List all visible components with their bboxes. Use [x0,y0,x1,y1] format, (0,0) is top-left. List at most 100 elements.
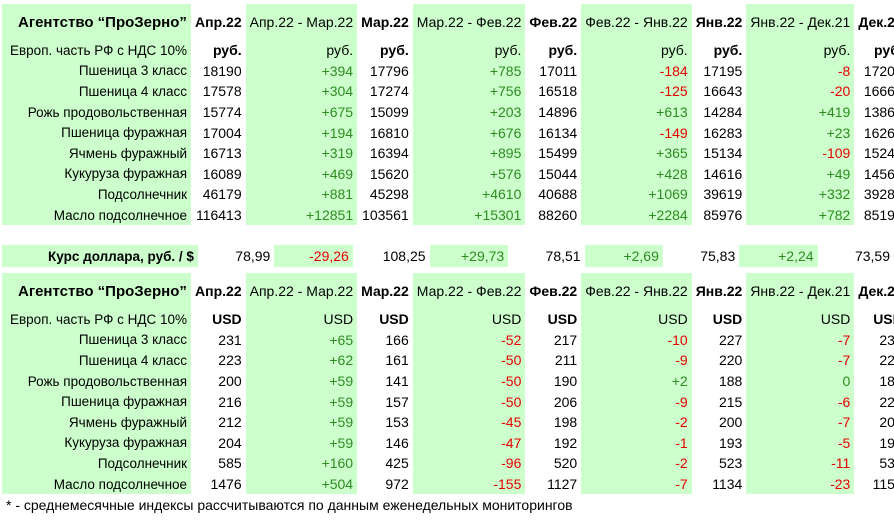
usd-unit-cell: USD [547,311,578,328]
exchange-rate-change-cell: -29,26 [274,245,353,267]
rub-table-row: Рожь продовольственная 15774 +675 15099 +203… [2,101,894,123]
exchange-rate-value-cell: 78,51 [545,248,581,264]
rub-change-cell: -8 [746,60,855,82]
usd-period-header: Янв.22 [695,282,743,299]
rub-change-cell: +319 [245,142,358,164]
usd-price-cell: 972 [385,476,409,493]
usd-price-cell: 153 [385,414,409,431]
usd-price-cell: 193 [718,434,743,451]
rub-price-cell: 15099 [369,104,409,121]
rub-change-cell: -20 [746,81,855,102]
usd-period-header: Фев.22 - Янв.22 [581,273,692,309]
usd-change-cell: +59 [245,411,358,433]
usd-change-cell: +59 [245,391,358,412]
usd-price-cell: 234 [879,331,894,348]
usd-change-cell: -45 [412,411,526,433]
usd-row-label: Пшеница фуражная [2,391,192,412]
rub-price-cell: 16662 [863,83,894,100]
usd-price-cell: 190 [553,373,578,390]
usd-price-cell: 204 [218,434,242,451]
rub-row-label: Пшеница 4 класс [2,81,192,102]
usd-change-cell: -7 [746,411,855,433]
usd-change-cell: +504 [245,473,358,495]
usd-price-cell: 534 [879,455,894,472]
usd-price-cell: 146 [385,434,409,451]
rub-change-cell: +2284 [581,204,692,226]
usd-change-cell: -5 [746,432,855,454]
usd-change-cell: -50 [412,370,526,392]
usd-agency-title: Агентство “ПроЗерно” [2,273,192,309]
exchange-rate-value-cell: 78,99 [235,248,271,264]
rub-price-cell: 15134 [703,145,743,162]
usd-price-cell: 1476 [210,476,242,493]
exchange-rate-change-cell: +2,69 [584,245,663,267]
usd-price-cell: 523 [718,455,743,472]
usd-table-row: Рожь продовольственная 200 +59 141 -50 190 +2 1… [2,370,894,392]
rub-change-cell: +676 [412,122,526,143]
usd-price-cell: 188 [718,373,743,390]
rub-price-cell: 16283 [703,124,743,141]
rub-change-cell: +785 [412,60,526,82]
usd-change-cell: -2 [581,411,692,433]
usd-change-cell: +62 [245,350,358,371]
usd-table-row: Подсолнечник 585+160 425-96 520-2 523-11 534 [2,453,894,474]
rub-price-cell: 15243 [863,145,894,162]
usd-row-label: Пшеница 4 класс [2,350,192,371]
rub-price-cell: 17796 [369,62,409,79]
usd-price-cell: 520 [553,455,578,472]
rub-period-header: Мар.22 [361,13,409,30]
usd-price-cell: 425 [385,455,409,472]
usd-change-cell: +160 [245,453,358,474]
rub-change-cell: -109 [746,142,855,164]
rub-price-cell: 15499 [538,145,578,162]
rub-period-header: Фев.22 [529,13,578,30]
rub-price-cell: 16089 [202,165,242,182]
rub-row-label: Ячмень фуражный [2,142,192,164]
rub-table-row: Пшеница фуражная 17004 +194 16810 +676 16134-… [2,122,894,143]
rub-period-header: Апр.22 - Мар.22 [245,4,358,40]
rub-price-cell: 14567 [863,165,894,182]
usd-price-cell: 212 [218,414,242,431]
usd-price-cell: 157 [385,393,409,410]
rub-price-cell: 14616 [703,165,743,182]
usd-table-row: Кукуруза фуражная 204 +59 146 -47 192 -1 193 -5 1… [2,432,894,454]
usd-period-header: Мар.22 - Фев.22 [412,273,526,309]
usd-change-cell: +59 [245,370,358,392]
usd-price-cell: 207 [879,414,894,431]
rub-price-cell: 18190 [202,62,242,79]
rub-unit-cell: руб. [746,40,855,61]
rub-change-cell: +15301 [412,204,526,226]
rub-change-cell: +895 [412,142,526,164]
rub-row-label: Кукуруза фуражная [2,163,192,185]
rub-table-row: Подсолнечник 46179 +881 45298 +4610 40688 +106… [2,184,894,205]
usd-price-cell: 1158 [872,476,894,493]
footnote: * - среднемесячные индексы рассчитываютс… [6,497,573,513]
rub-change-cell: +428 [581,163,692,185]
rub-row-label: Масло подсолнечное [2,204,192,226]
rub-price-cell: 45298 [369,186,409,203]
rub-change-cell: +23 [746,122,855,143]
rub-price-cell: 16134 [538,124,578,141]
exchange-rate-value-cell: 108,25 [382,248,426,264]
rub-table-row: Пшеница 4 класс 17578 +304 17274 +756 16518 -1… [2,81,894,102]
rub-price-cell: 39619 [703,186,743,203]
usd-change-cell: +59 [245,432,358,454]
usd-table-row: Пшеница 3 класс 231 +65 166 -52 217 -10 227 -7 23… [2,329,894,351]
usd-price-cell: 223 [218,352,242,369]
usd-table-row: Пшеница 4 класс 223+62 161-50 211-9 220-7 226 [2,350,894,371]
usd-price-cell: 220 [718,352,743,369]
rub-price-cell: 85194 [863,207,894,224]
rub-change-cell: +12851 [245,204,358,226]
rub-change-cell: +304 [245,81,358,102]
rub-price-cell: 40688 [538,186,578,203]
usd-unit-cell: USD [746,309,855,330]
rub-change-cell: +365 [581,142,692,164]
rub-agency-title: Агентство “ПроЗерно” [2,4,192,40]
usd-price-cell: 226 [879,352,894,369]
rub-price-cell: 103561 [362,207,409,224]
rub-price-cell: 17195 [703,62,743,79]
rub-change-cell: -149 [581,122,692,143]
rub-unit-cell: руб. [874,42,894,59]
rub-row-label: Подсолнечник [2,184,192,205]
usd-change-cell: -50 [412,350,526,371]
